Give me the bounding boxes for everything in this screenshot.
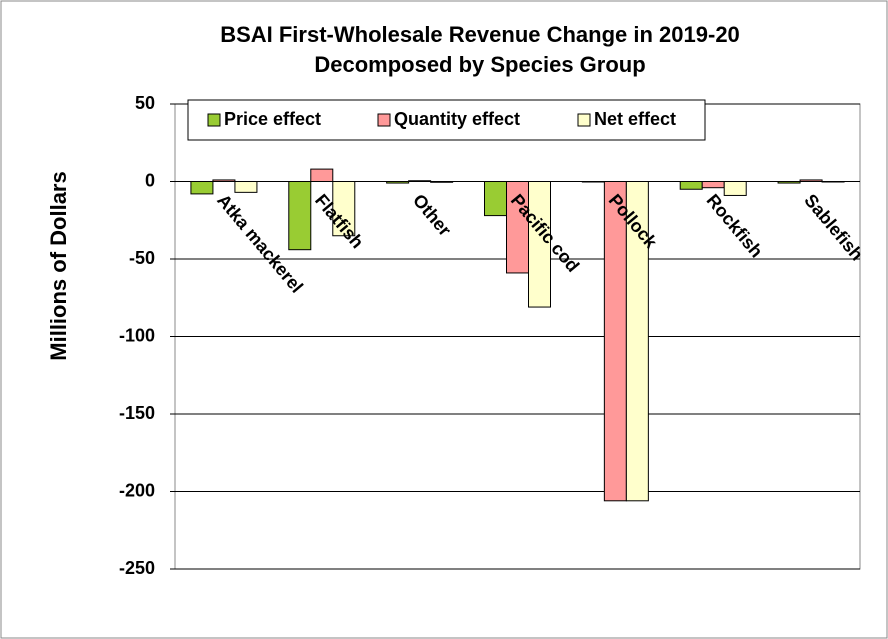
y-tick-label: 0 xyxy=(145,170,155,190)
bar xyxy=(528,181,551,308)
y-tick-label: -100 xyxy=(119,325,155,345)
bar xyxy=(234,181,258,193)
bar xyxy=(430,181,454,183)
bar xyxy=(701,181,725,189)
bar xyxy=(484,181,507,217)
bar xyxy=(288,181,312,251)
legend-label: Quantity effect xyxy=(394,109,520,129)
legend-swatch xyxy=(377,113,391,127)
legend-swatch xyxy=(577,113,591,127)
bar xyxy=(625,181,649,502)
bar xyxy=(723,181,747,196)
chart-title: BSAI First-Wholesale Revenue Change in 2… xyxy=(220,22,740,47)
y-tick-label: -200 xyxy=(119,480,155,500)
legend-label: Net effect xyxy=(594,109,676,129)
bar xyxy=(408,180,432,183)
bar xyxy=(310,168,334,183)
bar xyxy=(332,181,356,237)
y-tick-label: -50 xyxy=(129,248,155,268)
legend-box xyxy=(187,99,706,141)
bar xyxy=(821,181,845,183)
bar xyxy=(777,181,801,184)
chart-title: Decomposed by Species Group xyxy=(314,52,645,77)
bar xyxy=(581,181,605,183)
y-tick-label: -150 xyxy=(119,403,155,423)
y-axis-label: Millions of Dollars xyxy=(46,171,71,360)
bar xyxy=(799,179,823,182)
legend-swatch xyxy=(207,113,221,127)
bar xyxy=(190,181,214,195)
bar xyxy=(679,181,703,190)
bar xyxy=(603,181,627,502)
legend-label: Price effect xyxy=(224,109,321,129)
bar xyxy=(212,179,236,182)
y-tick-label: -250 xyxy=(119,558,155,578)
y-tick-label: 50 xyxy=(135,93,155,113)
bar xyxy=(386,181,410,184)
